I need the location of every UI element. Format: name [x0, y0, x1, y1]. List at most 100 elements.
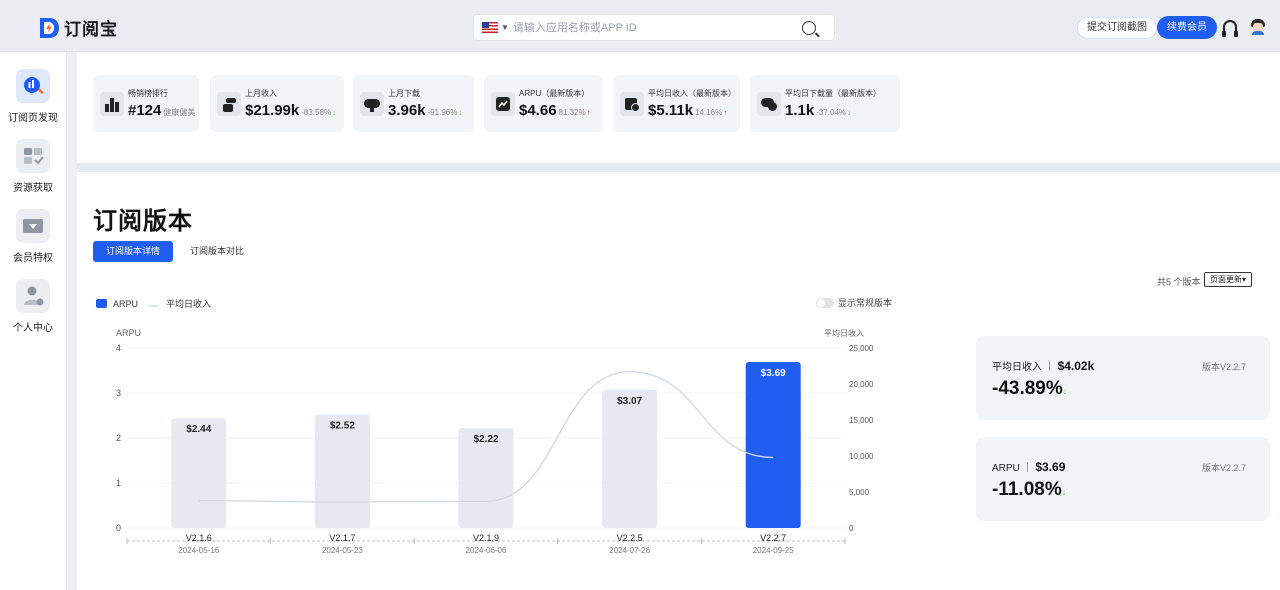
- us-flag-icon[interactable]: [482, 22, 498, 33]
- bar-value-label: $2.52: [330, 421, 355, 432]
- metric-title: 平均日收入 ｜ $4.02k: [992, 359, 1095, 373]
- x-tick-date: 2024-06-06: [466, 546, 507, 555]
- stat-label: 平均日收入（最新版本）: [648, 89, 736, 98]
- y-tick-label-left: 2: [116, 433, 121, 443]
- stat-change: -83.58%: [301, 108, 332, 117]
- avatar-face: [1253, 23, 1263, 32]
- x-tick-label: V2.2.5: [617, 533, 643, 543]
- sidebar-label: 会员特权: [13, 253, 53, 264]
- arrow-up-icon: ↑: [586, 108, 591, 117]
- stat-change: 14.16%: [695, 108, 723, 117]
- cloud-download-icon: [360, 92, 384, 116]
- metric-change: -43.89%↓: [992, 378, 1068, 399]
- search-input[interactable]: [512, 21, 802, 34]
- arrow-up-icon: ↑: [723, 108, 728, 117]
- arrow-down-icon: ↓: [458, 108, 463, 117]
- stat-value: $21.99k -83.58%↓: [245, 102, 337, 119]
- y-tick-label-left: 0: [116, 523, 121, 533]
- stat-label: ARPU（最新版本）: [519, 89, 590, 98]
- stat-card-avg-daily-revenue[interactable]: 平均日收入（最新版本） $5.11k 14.16%↑: [613, 75, 740, 132]
- bar-value-label: $2.22: [473, 434, 498, 445]
- legend-arpu-swatch[interactable]: [96, 299, 107, 308]
- stat-label: 畅销榜排行: [128, 89, 168, 98]
- trend-icon: [491, 92, 515, 116]
- sidebar-item-user-center[interactable]: 个人中心: [0, 279, 66, 334]
- renew-member-button[interactable]: 续费会员: [1157, 16, 1217, 39]
- stat-value: $4.66 81.32%↑: [519, 102, 591, 119]
- stat-card-arpu[interactable]: ARPU（最新版本） $4.66 81.32%↑: [484, 75, 603, 132]
- tab-version-compare[interactable]: 订阅版本对比: [190, 241, 244, 262]
- user-center-icon: [16, 279, 50, 313]
- y-tick-label-right: 25,000: [849, 344, 874, 353]
- section-divider: [77, 163, 1280, 172]
- search-bar: ▼: [473, 14, 835, 41]
- legend-daily-label[interactable]: 平均日收入: [166, 299, 212, 309]
- arrow-down-icon: ↓: [332, 108, 337, 117]
- metric-card-daily-revenue[interactable]: 平均日收入 ｜ $4.02k -43.89%↓ 版本V2.2.7: [976, 336, 1270, 420]
- stat-card-last-month-revenue[interactable]: 上月收入 $21.99k -83.58%↓: [210, 75, 344, 132]
- daily-revenue-line: [198, 371, 774, 503]
- x-tick-date: 2024-05-23: [322, 546, 363, 555]
- stat-value: 1.1k -37.04%↓: [785, 102, 851, 119]
- y-tick-label-left: 1: [116, 478, 121, 488]
- customer-service-icon[interactable]: [1222, 20, 1238, 37]
- legend-daily-swatch[interactable]: [148, 300, 161, 307]
- arrow-down-icon: ↓: [1061, 487, 1067, 497]
- logo-icon: [38, 16, 60, 40]
- stat-label: 平均日下载量（最新版本）: [785, 89, 881, 98]
- sidebar: 订阅页发现 资源获取 会员特权 个人中心: [0, 52, 67, 590]
- sidebar-item-discover[interactable]: 订阅页发现: [0, 69, 66, 124]
- toggle-label: 显示常规版本: [838, 298, 893, 308]
- metric-change: -11.08%↓: [992, 479, 1067, 500]
- bar-value-label: $2.44: [186, 424, 211, 435]
- arrow-down-icon: ↓: [847, 108, 851, 117]
- metric-version: 版本V2.2.7: [1201, 362, 1246, 372]
- toggle-switch[interactable]: [816, 297, 834, 308]
- stat-card-last-month-downloads[interactable]: 上月下载 3.96k -91.96%↓: [353, 75, 474, 132]
- bar: [314, 414, 370, 528]
- x-tick-label: V2.1.7: [329, 533, 355, 543]
- metric-card-arpu[interactable]: ARPU ｜ $3.69 -11.08%↓ 版本V2.2.7: [976, 437, 1270, 521]
- x-tick-label: V2.2.7: [760, 533, 786, 543]
- legend-arpu-label[interactable]: ARPU: [113, 298, 139, 309]
- app-logo[interactable]: 订阅宝: [38, 15, 118, 40]
- stat-value: $5.11k 14.16%↑: [648, 102, 728, 119]
- download-clock-icon: [757, 92, 781, 116]
- rank-icon: [100, 92, 124, 116]
- submit-screenshot-button[interactable]: 提交订阅截图: [1077, 17, 1157, 39]
- resource-icon: [16, 139, 50, 173]
- stat-category: 健康健美: [163, 108, 196, 117]
- x-tick-label: V2.1.6: [186, 533, 212, 543]
- page-title: 订阅版本: [93, 208, 193, 235]
- sidebar-item-resources[interactable]: 资源获取: [0, 139, 66, 194]
- bar: [602, 389, 658, 528]
- caret-down-icon: ▾: [1242, 275, 1247, 284]
- arrow-down-icon: ↓: [1062, 386, 1068, 396]
- chevron-down-icon[interactable]: ▼: [501, 23, 509, 32]
- stat-card-rank[interactable]: 畅销榜排行 #124 健康健美: [93, 75, 199, 132]
- bar-value-label: $3.07: [617, 396, 642, 407]
- page-update-dropdown[interactable]: 页面更新▾: [1204, 272, 1253, 287]
- avatar[interactable]: [1251, 19, 1265, 35]
- stat-value: 3.96k -91.96%↓: [388, 102, 463, 119]
- sidebar-item-member[interactable]: 会员特权: [0, 209, 66, 264]
- stat-value: #124 健康健美: [128, 102, 196, 119]
- search-icon[interactable]: [802, 20, 816, 35]
- stat-change: -91.96%: [427, 108, 458, 117]
- stat-card-avg-daily-downloads[interactable]: 平均日下载量（最新版本） 1.1k -37.04%↓: [750, 75, 900, 132]
- app-name: 订阅宝: [64, 20, 118, 39]
- tab-version-details[interactable]: 订阅版本详情: [93, 241, 174, 262]
- subscription-discover-icon: [16, 69, 50, 103]
- x-tick-date: 2024-07-26: [609, 546, 650, 555]
- money-icon: [620, 92, 644, 116]
- bar: [745, 361, 801, 528]
- avatar-body: [1252, 31, 1264, 35]
- regular-version-toggle[interactable]: 显示常规版本: [816, 296, 892, 309]
- y-tick-label-left: 3: [116, 388, 121, 398]
- bar-value-label: $3.69: [761, 368, 786, 379]
- y-axis-label-right: 平均日收入: [824, 328, 864, 338]
- chart-legend: ARPU 平均日收入: [96, 297, 211, 310]
- coins-icon: [217, 92, 241, 116]
- sidebar-label: 个人中心: [13, 323, 53, 334]
